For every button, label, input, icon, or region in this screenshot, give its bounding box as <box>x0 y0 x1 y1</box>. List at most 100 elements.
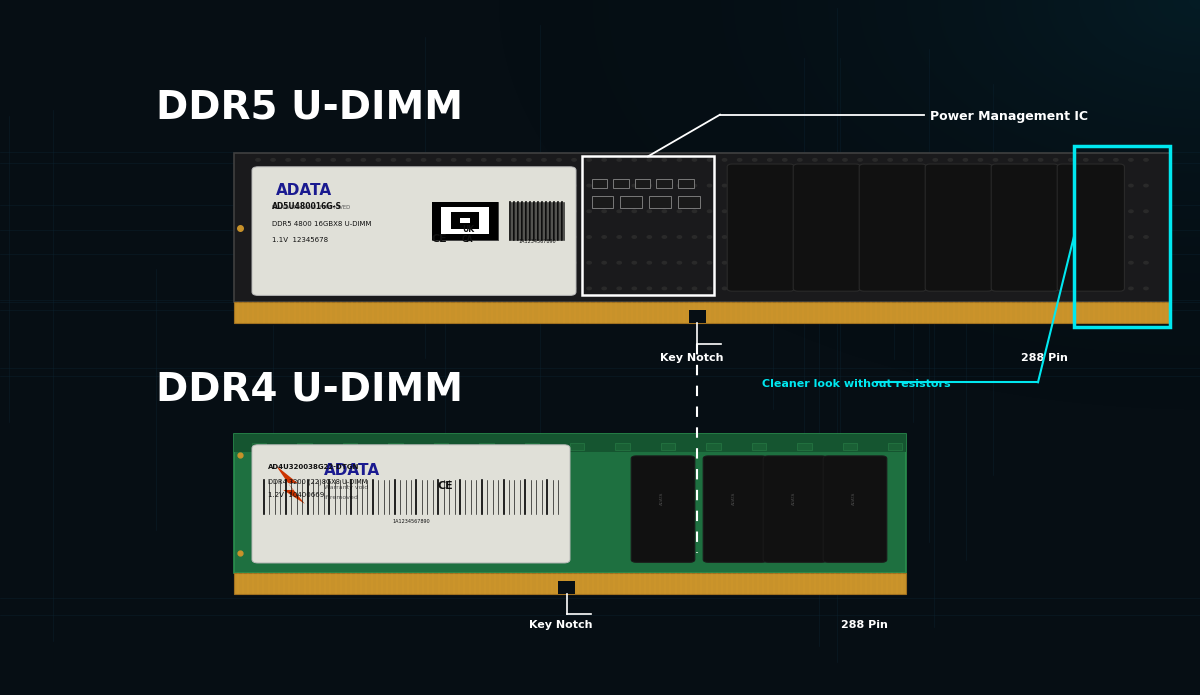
Circle shape <box>346 184 350 187</box>
Circle shape <box>407 236 410 238</box>
Circle shape <box>948 261 953 264</box>
Circle shape <box>828 236 832 238</box>
Circle shape <box>692 158 697 161</box>
Bar <box>461 234 469 240</box>
Circle shape <box>271 210 275 213</box>
Bar <box>479 443 493 450</box>
Circle shape <box>964 184 967 187</box>
FancyBboxPatch shape <box>727 164 794 291</box>
FancyBboxPatch shape <box>631 456 695 562</box>
Circle shape <box>964 236 967 238</box>
Circle shape <box>798 261 802 264</box>
Circle shape <box>542 287 546 290</box>
Text: Key Notch: Key Notch <box>529 619 593 630</box>
Circle shape <box>632 261 636 264</box>
Circle shape <box>677 158 682 161</box>
Circle shape <box>602 184 606 187</box>
Bar <box>389 443 403 450</box>
Bar <box>461 223 469 229</box>
Circle shape <box>812 236 817 238</box>
Circle shape <box>888 184 893 187</box>
Circle shape <box>918 287 923 290</box>
Circle shape <box>587 184 592 187</box>
Circle shape <box>301 158 305 161</box>
Text: AD4U320038G22-DTGN: AD4U320038G22-DTGN <box>268 464 359 470</box>
Bar <box>524 443 539 450</box>
Bar <box>451 213 461 218</box>
Circle shape <box>978 210 983 213</box>
Circle shape <box>481 287 486 290</box>
Circle shape <box>256 287 260 290</box>
Circle shape <box>858 158 862 161</box>
Circle shape <box>301 287 305 290</box>
Circle shape <box>1129 210 1133 213</box>
Circle shape <box>677 184 682 187</box>
Circle shape <box>888 261 893 264</box>
Circle shape <box>527 184 532 187</box>
Circle shape <box>707 236 712 238</box>
Bar <box>488 229 498 234</box>
Bar <box>461 213 469 218</box>
Circle shape <box>904 158 907 161</box>
Circle shape <box>842 158 847 161</box>
Circle shape <box>1099 287 1103 290</box>
Circle shape <box>798 287 802 290</box>
Circle shape <box>316 158 320 161</box>
Circle shape <box>286 236 290 238</box>
Circle shape <box>377 236 380 238</box>
Circle shape <box>948 184 953 187</box>
Bar <box>451 218 461 223</box>
Circle shape <box>934 261 937 264</box>
Circle shape <box>904 236 907 238</box>
Circle shape <box>377 158 380 161</box>
Circle shape <box>391 287 396 290</box>
Bar <box>234 434 906 452</box>
Circle shape <box>858 210 862 213</box>
Circle shape <box>407 210 410 213</box>
Circle shape <box>511 184 516 187</box>
Circle shape <box>978 261 983 264</box>
Text: if removed: if removed <box>324 495 358 500</box>
Circle shape <box>662 261 666 264</box>
Circle shape <box>918 261 923 264</box>
Circle shape <box>451 184 456 187</box>
Circle shape <box>858 287 862 290</box>
Circle shape <box>331 236 336 238</box>
Circle shape <box>1144 210 1148 213</box>
Circle shape <box>511 261 516 264</box>
Circle shape <box>978 287 983 290</box>
Circle shape <box>1068 184 1073 187</box>
Bar <box>469 234 479 240</box>
Circle shape <box>722 287 727 290</box>
Circle shape <box>707 158 712 161</box>
Circle shape <box>602 287 606 290</box>
Circle shape <box>1068 210 1073 213</box>
Circle shape <box>467 236 470 238</box>
Bar <box>298 443 312 450</box>
Circle shape <box>978 236 983 238</box>
Circle shape <box>934 287 937 290</box>
Text: 1.1V  12345678: 1.1V 12345678 <box>272 237 329 243</box>
Circle shape <box>768 287 772 290</box>
Circle shape <box>572 158 576 161</box>
Circle shape <box>467 210 470 213</box>
Circle shape <box>662 210 666 213</box>
Circle shape <box>768 184 772 187</box>
Text: 288 Pin: 288 Pin <box>1020 353 1068 363</box>
Circle shape <box>542 261 546 264</box>
Circle shape <box>587 287 592 290</box>
Circle shape <box>617 261 622 264</box>
Circle shape <box>377 184 380 187</box>
Circle shape <box>451 261 456 264</box>
Bar <box>479 202 488 207</box>
Circle shape <box>271 261 275 264</box>
Circle shape <box>602 210 606 213</box>
Circle shape <box>271 184 275 187</box>
Circle shape <box>286 261 290 264</box>
Circle shape <box>587 210 592 213</box>
Circle shape <box>722 236 727 238</box>
Bar <box>488 207 498 213</box>
Circle shape <box>271 287 275 290</box>
Circle shape <box>377 261 380 264</box>
Circle shape <box>407 158 410 161</box>
